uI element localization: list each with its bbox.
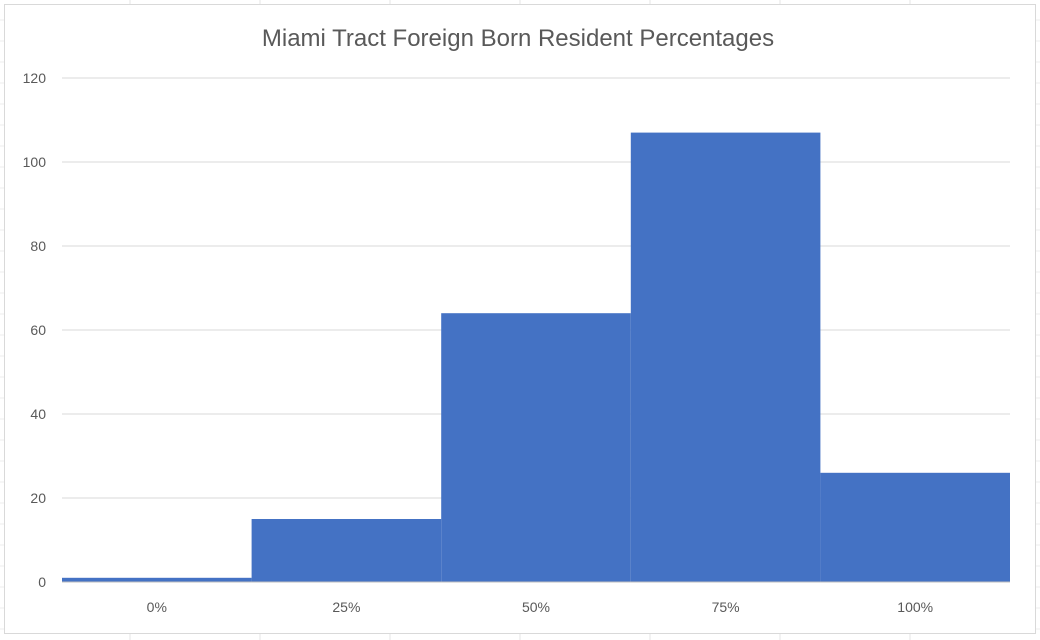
histogram-bar <box>62 577 252 582</box>
x-tick-label: 0% <box>147 599 167 615</box>
y-axis-tick-labels: 0 20 40 60 80 100 120 <box>23 70 47 590</box>
y-tick-label: 0 <box>38 574 46 590</box>
bars <box>62 132 1010 582</box>
histogram-bar <box>630 132 821 582</box>
x-axis-tick-labels: 0% 25% 50% 75% 100% <box>147 599 933 615</box>
x-tick-label: 75% <box>712 599 740 615</box>
y-tick-label: 40 <box>30 406 46 422</box>
x-tick-label: 25% <box>332 599 360 615</box>
chart-title: Miami Tract Foreign Born Resident Percen… <box>262 25 774 52</box>
x-tick-label: 50% <box>522 599 550 615</box>
x-tick-label: 100% <box>897 599 933 615</box>
y-tick-label: 120 <box>23 70 47 86</box>
y-tick-label: 20 <box>30 490 46 506</box>
histogram-bar <box>441 313 631 582</box>
y-tick-label: 60 <box>30 322 46 338</box>
y-tick-label: 80 <box>30 238 46 254</box>
y-tick-label: 100 <box>23 154 47 170</box>
histogram-bar <box>820 472 1010 582</box>
histogram-bar <box>251 519 442 582</box>
